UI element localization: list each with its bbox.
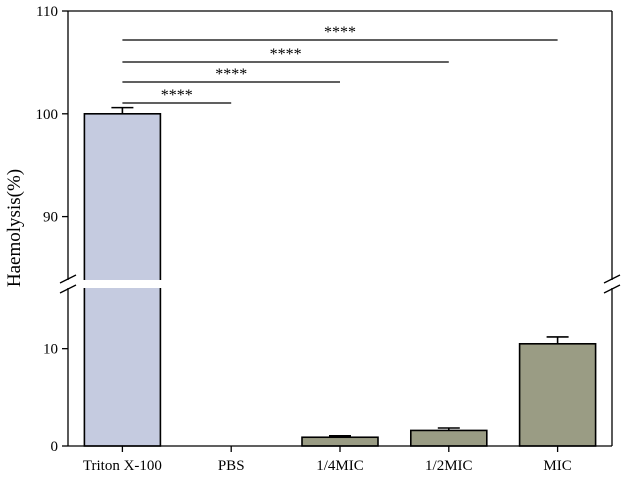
left-axis-break-mark — [59, 284, 77, 294]
y-axis-label: Haemolysis(%) — [4, 169, 25, 287]
x-tick-label: Triton X-100 — [83, 458, 162, 474]
axes: 90 100 110 0 10 Triton X-100 PBS 1/4MIC 1/2MIC MI… — [36, 4, 621, 474]
x-tick-label: MIC — [543, 458, 571, 474]
significance-label: **** — [215, 66, 247, 83]
bar-mic — [518, 342, 597, 447]
bar-triton-x-100 — [83, 113, 162, 447]
right-axis-break-mark — [603, 274, 621, 284]
significance-label: **** — [324, 24, 356, 41]
y-tick-label: 90 — [43, 210, 58, 226]
significance-label: **** — [161, 87, 193, 104]
x-tick-label: PBS — [218, 458, 245, 474]
y-tick-label: 100 — [36, 107, 59, 123]
y-tick-label: 110 — [36, 4, 58, 20]
bar-1-4mic — [301, 436, 379, 447]
bars — [83, 106, 597, 447]
right-axis-break-mark — [603, 284, 621, 294]
left-axis-break-mark — [59, 274, 77, 284]
significance-brackets: **** **** **** **** — [122, 24, 558, 104]
bar-1-2mic — [409, 429, 488, 447]
x-tick-label: 1/4MIC — [316, 458, 364, 474]
y-tick-label: 10 — [43, 342, 58, 358]
y-tick-label: 0 — [51, 439, 59, 455]
x-tick-label: 1/2MIC — [425, 458, 473, 474]
axis-break-gap — [62, 280, 618, 288]
significance-label: **** — [270, 46, 302, 63]
